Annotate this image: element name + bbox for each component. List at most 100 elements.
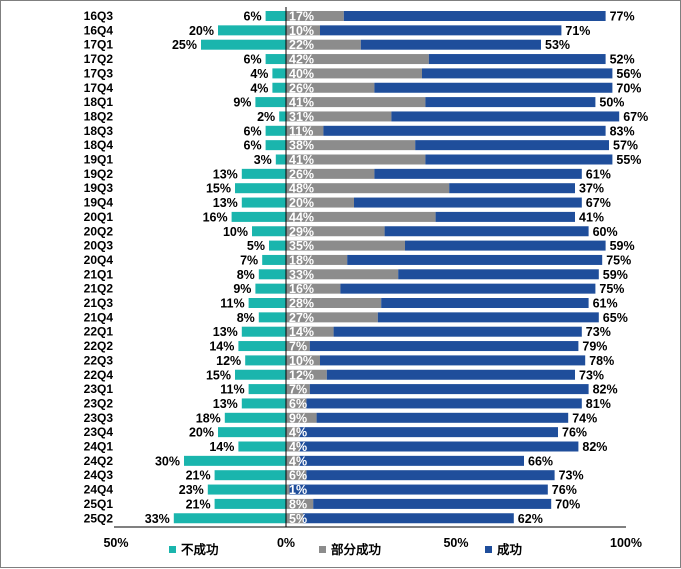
category-label: 19Q3 [84, 181, 114, 195]
label-successful: 79% [582, 340, 607, 354]
bar-successful [299, 427, 558, 438]
label-partial: 8% [289, 497, 307, 511]
bar-partial [286, 355, 320, 366]
category-label: 22Q2 [84, 339, 114, 353]
label-unsuccessful: 6% [244, 10, 262, 24]
label-partial: 29% [289, 225, 314, 239]
bar-successful [377, 312, 599, 323]
bar-unsuccessful [275, 154, 286, 165]
bar-successful [449, 183, 575, 194]
bar-successful [313, 498, 552, 509]
bar-successful [289, 484, 548, 495]
bar-partial [286, 197, 354, 208]
bar-successful [374, 82, 613, 93]
bar-partial [286, 140, 416, 151]
bar-successful [398, 269, 599, 280]
label-successful: 82% [582, 440, 607, 454]
bar-unsuccessful [265, 54, 286, 65]
category-label: 21Q4 [84, 310, 114, 324]
bar-unsuccessful [238, 341, 286, 352]
category-label: 17Q3 [84, 66, 114, 80]
label-partial: 6% [289, 397, 307, 411]
bar-partial [286, 183, 450, 194]
bar-successful [306, 470, 555, 481]
bar-partial [286, 283, 341, 294]
bar-partial [286, 398, 307, 409]
bar-unsuccessful [265, 11, 286, 21]
label-successful: 50% [599, 96, 624, 110]
bar-unsuccessful [238, 441, 286, 452]
legend-swatch [169, 546, 176, 553]
category-label: 17Q4 [84, 81, 114, 95]
category-label: 20Q4 [84, 253, 114, 267]
bar-partial [286, 25, 320, 36]
bar-unsuccessful [241, 398, 286, 409]
bar-unsuccessful [214, 498, 286, 509]
category-label: 19Q4 [84, 196, 114, 210]
bar-partial [286, 39, 361, 50]
bar-unsuccessful [269, 240, 286, 251]
bar-successful [425, 97, 596, 108]
label-successful: 59% [610, 239, 635, 253]
category-label: 20Q3 [84, 239, 114, 253]
label-successful: 57% [613, 139, 638, 153]
bar-unsuccessful [241, 326, 286, 337]
label-unsuccessful: 6% [244, 124, 262, 138]
category-label: 22Q3 [84, 353, 114, 367]
bar-partial [286, 341, 310, 352]
label-partial: 17% [289, 10, 314, 24]
label-successful: 66% [528, 454, 553, 468]
bar-partial [286, 412, 317, 423]
category-label: 24Q1 [84, 440, 114, 454]
bar-successful [381, 298, 589, 308]
bar-partial [286, 111, 392, 122]
bar-partial [286, 455, 300, 466]
label-unsuccessful: 30% [155, 454, 180, 468]
bar-partial [286, 68, 422, 79]
label-unsuccessful: 9% [233, 282, 251, 296]
category-label: 17Q1 [84, 38, 114, 52]
label-unsuccessful: 8% [237, 311, 255, 325]
bar-unsuccessful [207, 484, 286, 495]
bar-partial [286, 125, 324, 136]
label-partial: 48% [289, 182, 314, 196]
category-label: 24Q4 [84, 483, 114, 497]
bar-partial [286, 484, 290, 495]
bar-partial [286, 240, 405, 251]
label-partial: 31% [289, 110, 314, 124]
label-successful: 62% [518, 512, 543, 526]
label-partial: 18% [289, 253, 314, 267]
bar-unsuccessful [245, 355, 286, 366]
bar-unsuccessful [248, 298, 286, 308]
label-successful: 67% [586, 196, 611, 210]
bar-unsuccessful [265, 140, 286, 151]
label-successful: 60% [593, 225, 618, 239]
bar-successful [323, 125, 606, 136]
bar-successful [333, 326, 582, 337]
category-label: 16Q3 [84, 9, 114, 23]
label-partial: 20% [289, 196, 314, 210]
bar-unsuccessful [255, 97, 286, 108]
bar-unsuccessful [265, 125, 286, 136]
category-label: 20Q1 [84, 210, 114, 224]
bar-unsuccessful [218, 25, 286, 36]
label-successful: 73% [579, 368, 604, 382]
label-successful: 52% [610, 53, 635, 67]
bar-successful [374, 168, 582, 179]
bar-successful [415, 140, 609, 151]
label-successful: 78% [589, 354, 614, 368]
label-partial: 7% [289, 340, 307, 354]
bar-unsuccessful [218, 427, 286, 438]
label-unsuccessful: 6% [244, 53, 262, 67]
label-partial: 14% [289, 325, 314, 339]
label-partial: 35% [289, 239, 314, 253]
label-partial: 41% [289, 96, 314, 110]
label-partial: 16% [289, 282, 314, 296]
label-partial: 10% [289, 24, 314, 38]
label-successful: 76% [562, 426, 587, 440]
label-unsuccessful: 21% [186, 497, 211, 511]
bar-partial [286, 298, 382, 308]
bar-successful [405, 240, 606, 251]
